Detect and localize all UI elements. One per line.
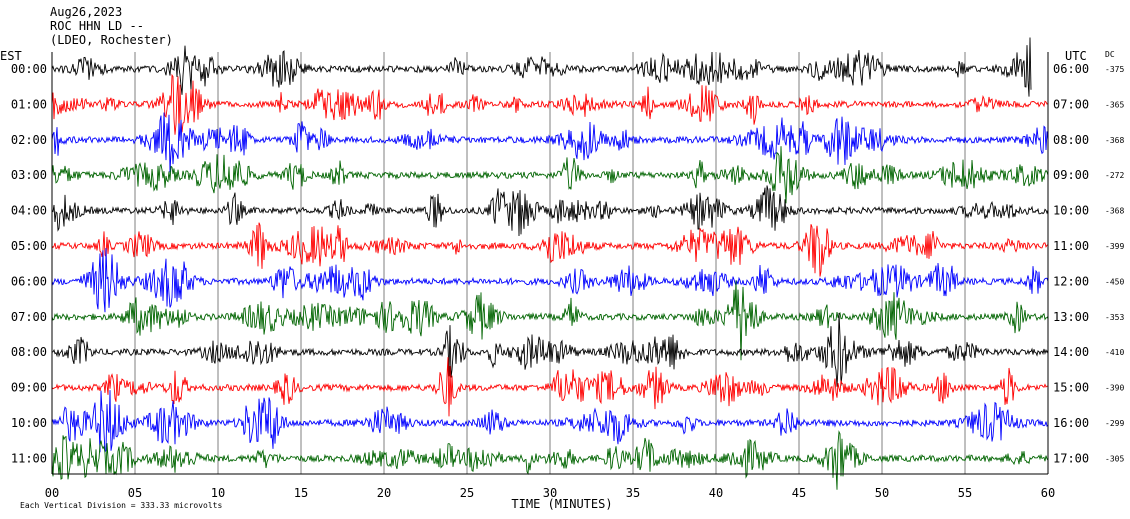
utc-label-9: 15:00 xyxy=(1053,381,1089,395)
x-tick-label-10: 10 xyxy=(211,486,225,500)
utc-label-0: 06:00 xyxy=(1053,62,1089,76)
utc-label-2: 08:00 xyxy=(1053,133,1089,147)
x-tick-label-35: 35 xyxy=(626,486,640,500)
seismic-traces xyxy=(51,37,1049,490)
dc-value-4: -368 xyxy=(1105,207,1124,216)
date-label: Aug26,2023 xyxy=(50,5,123,19)
x-tick-label-40: 40 xyxy=(709,486,723,500)
utc-label-6: 12:00 xyxy=(1053,274,1089,288)
est-label-11: 11:00 xyxy=(11,451,47,465)
utc-label-3: 09:00 xyxy=(1053,168,1089,182)
trace-00:00 xyxy=(51,37,1032,97)
trace-11:00 xyxy=(51,430,1049,490)
est-label-9: 09:00 xyxy=(11,381,47,395)
x-tick-label-25: 25 xyxy=(460,486,474,500)
x-tick-label-55: 55 xyxy=(958,486,972,500)
utc-label-7: 13:00 xyxy=(1053,310,1089,324)
trace-09:00 xyxy=(51,357,1049,417)
x-tick-label-0: 00 xyxy=(45,486,59,500)
vertical-division-note: Each Vertical Division = 333.33 microvol… xyxy=(20,501,222,510)
dc-value-10: -299 xyxy=(1105,419,1124,428)
trace-05:00 xyxy=(51,222,1049,277)
axis-labels: 00:00 06:00 -375 01:00 07:00 -365 02:00 08:00 -3… xyxy=(0,49,1124,511)
dc-axis-title: DC xyxy=(1105,50,1115,59)
trace-04:00 xyxy=(51,185,1049,237)
dc-value-3: -272 xyxy=(1105,171,1124,180)
est-label-8: 08:00 xyxy=(11,345,47,359)
trace-02:00 xyxy=(51,112,1049,173)
dc-value-0: -375 xyxy=(1105,65,1124,74)
dc-value-9: -390 xyxy=(1105,384,1124,393)
est-axis-title: EST xyxy=(0,49,22,63)
dc-value-2: -368 xyxy=(1105,136,1124,145)
utc-label-4: 10:00 xyxy=(1053,204,1089,218)
est-label-10: 10:00 xyxy=(11,416,47,430)
trace-10:00 xyxy=(51,390,1049,453)
trace-01:00 xyxy=(51,73,1049,135)
x-tick-label-30: 30 xyxy=(543,486,557,500)
dc-value-8: -410 xyxy=(1105,348,1124,357)
x-tick-label-60: 60 xyxy=(1041,486,1055,500)
x-tick-label-20: 20 xyxy=(377,486,391,500)
est-label-1: 01:00 xyxy=(11,97,47,111)
x-tick-label-15: 15 xyxy=(294,486,308,500)
dc-value-11: -305 xyxy=(1105,454,1124,463)
x-tick-label-50: 50 xyxy=(875,486,889,500)
station-label: ROC HHN LD -- xyxy=(50,19,144,33)
est-label-4: 04:00 xyxy=(11,204,47,218)
trace-08:00 xyxy=(51,312,1049,387)
trace-06:00 xyxy=(51,247,1049,313)
plot-frame xyxy=(51,52,1049,475)
est-label-5: 05:00 xyxy=(11,239,47,253)
minute-gridlines xyxy=(134,52,966,474)
est-label-2: 02:00 xyxy=(11,133,47,147)
utc-label-10: 16:00 xyxy=(1053,416,1089,430)
trace-03:00 xyxy=(51,146,1049,204)
utc-label-1: 07:00 xyxy=(1053,97,1089,111)
dc-value-6: -450 xyxy=(1105,277,1124,286)
est-label-7: 07:00 xyxy=(11,310,47,324)
dc-value-5: -399 xyxy=(1105,242,1124,251)
x-tick-label-5: 05 xyxy=(128,486,142,500)
est-label-3: 03:00 xyxy=(11,168,47,182)
est-label-6: 06:00 xyxy=(11,274,47,288)
x-axis-title: TIME (MINUTES) xyxy=(511,497,612,511)
utc-label-8: 14:00 xyxy=(1053,345,1089,359)
utc-axis-title: UTC xyxy=(1065,49,1087,63)
utc-label-5: 11:00 xyxy=(1053,239,1089,253)
trace-07:00 xyxy=(51,280,1049,361)
utc-label-11: 17:00 xyxy=(1053,451,1089,465)
dc-value-7: -353 xyxy=(1105,313,1124,322)
network-label: (LDEO, Rochester) xyxy=(50,33,173,47)
dc-value-1: -365 xyxy=(1105,100,1124,109)
est-label-0: 00:00 xyxy=(11,62,47,76)
x-tick-label-45: 45 xyxy=(792,486,806,500)
